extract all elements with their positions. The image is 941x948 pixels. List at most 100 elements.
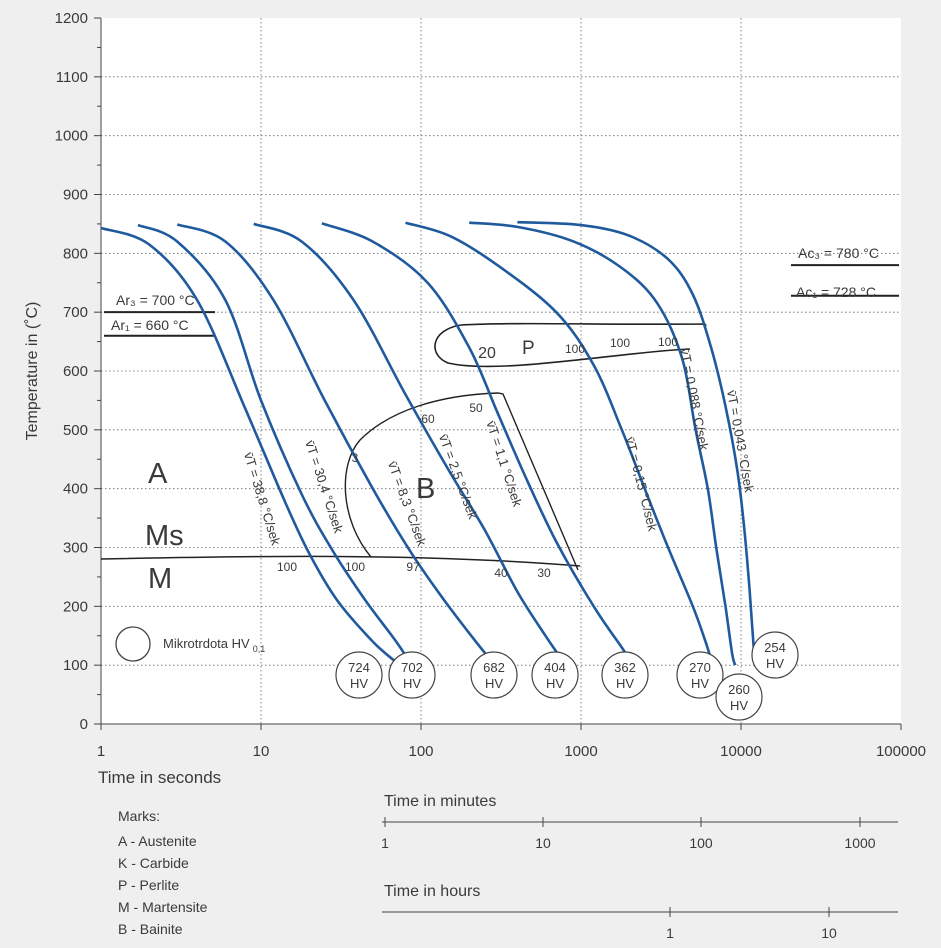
bainite-region [344, 392, 579, 571]
ar1-label: Ar₁ = 660 °C [111, 317, 189, 333]
x-tick-label: 10000 [720, 743, 762, 760]
marks-item: M - Martensite [118, 899, 208, 915]
y-tick-label: 1200 [55, 10, 88, 27]
hardness-unit: HV [350, 676, 368, 691]
minutes-axis-tick-label: 1 [381, 835, 389, 851]
ac3-label: Ac₃ = 780 °C [798, 245, 879, 261]
grid [101, 18, 901, 724]
hours-axis-title: Time in hours [384, 883, 480, 900]
cooling-curve-4 [253, 222, 565, 663]
legend-circle-label: Mikrotrdota HV 0,1 [163, 636, 265, 654]
hardness-value: 682 [483, 660, 505, 675]
x-tick-label: 1000 [564, 743, 597, 760]
y-tick-label: 100 [63, 657, 88, 674]
hardness-unit: HV [546, 676, 564, 691]
hardness-value: 702 [401, 660, 423, 675]
marks-title: Marks: [118, 808, 160, 824]
hardness-circle [601, 651, 649, 699]
legend-circle [115, 626, 151, 662]
legend-circle-sub: 0,1 [253, 644, 266, 654]
y-tick-label: 800 [63, 245, 88, 262]
hardness-circle [676, 651, 724, 699]
hours-axis-tick-label: 10 [821, 925, 837, 941]
phase-percent-label: 50 [469, 401, 483, 415]
hardness-circle [388, 651, 436, 699]
region-label-p: P [522, 338, 535, 359]
region-label-ms: Ms [145, 520, 184, 552]
region-label-a: A [148, 458, 168, 490]
region-label-m: M [148, 563, 172, 595]
hardness-value: 724 [348, 660, 370, 675]
minutes-axis-title: Time in minutes [384, 793, 496, 810]
phase-percent-label: 60 [421, 412, 435, 426]
hardness-unit: HV [485, 676, 503, 691]
cooling-curves [100, 220, 757, 666]
phase-percent-label: 100 [658, 335, 678, 349]
phase-percent-label: 20 [478, 345, 496, 362]
marks-item: B - Bainite [118, 921, 183, 937]
hardness-unit: HV [616, 676, 634, 691]
y-tick-label: 400 [63, 481, 88, 498]
y-tick-label: 0 [80, 716, 88, 733]
minutes-axis-tick-label: 10 [535, 835, 551, 851]
y-tick-label: 300 [63, 540, 88, 557]
hardness-circle [470, 651, 518, 699]
x-tick-label: 100000 [876, 743, 926, 760]
hardness-value: 260 [728, 682, 750, 697]
phase-percent-label: 100 [610, 336, 630, 350]
y-tick-label: 1100 [56, 69, 88, 86]
hardness-value: 362 [614, 660, 636, 675]
x-tick-label: 100 [408, 743, 433, 760]
y-tick-label: 900 [63, 187, 88, 204]
minutes-axis-tick-label: 100 [689, 835, 713, 851]
cooling-curve-2 [137, 223, 411, 663]
hardness-circle [751, 631, 799, 679]
hours-axis-tick-label: 1 [666, 925, 674, 941]
phase-percent-label: 100 [277, 560, 297, 574]
phase-percent-label: 3 [352, 451, 359, 465]
hardness-circle [335, 651, 383, 699]
y-tick-label: 600 [63, 363, 88, 380]
marks-item: P - Perlite [118, 877, 179, 893]
hardness-circle [715, 673, 763, 721]
hardness-unit: HV [766, 656, 784, 671]
region-label-b: B [416, 473, 435, 505]
hardness-value: 404 [544, 660, 566, 675]
phase-percent-label: 30 [537, 566, 551, 580]
hardness-unit: HV [403, 676, 421, 691]
y-axis-title: Temperature in (˚C) [24, 302, 41, 441]
cooling-curve-3 [176, 223, 494, 664]
phase-percent-label: 100 [565, 342, 585, 356]
cooling-curve-1 [100, 226, 398, 664]
x-axis-title: Time in seconds [98, 768, 221, 787]
cooling-curve-7 [469, 221, 737, 666]
minutes-axis-tick-label: 1000 [844, 835, 875, 851]
cooling-curve-8 [517, 220, 757, 660]
phase-percent-label: 100 [345, 560, 365, 574]
hardness-unit: HV [730, 698, 748, 713]
marks-item: K - Carbide [118, 855, 189, 871]
y-tick-label: 500 [63, 422, 88, 439]
marks-item: A - Austenite [118, 833, 197, 849]
y-tick-label: 700 [63, 304, 88, 321]
hardness-value: 270 [689, 660, 711, 675]
cooling-curve-6 [405, 221, 713, 660]
hardness-value: 254 [764, 640, 786, 655]
ar3-label: Ar₃ = 700 °C [116, 292, 195, 308]
hardness-unit: HV [691, 676, 709, 691]
phase-percent-label: 97 [406, 560, 420, 574]
x-tick-label: 10 [253, 743, 270, 760]
x-tick-label: 1 [97, 743, 105, 760]
phase-percent-label: 40 [494, 566, 508, 580]
ac1-label: Ac₁ = 728 °C [796, 284, 876, 300]
